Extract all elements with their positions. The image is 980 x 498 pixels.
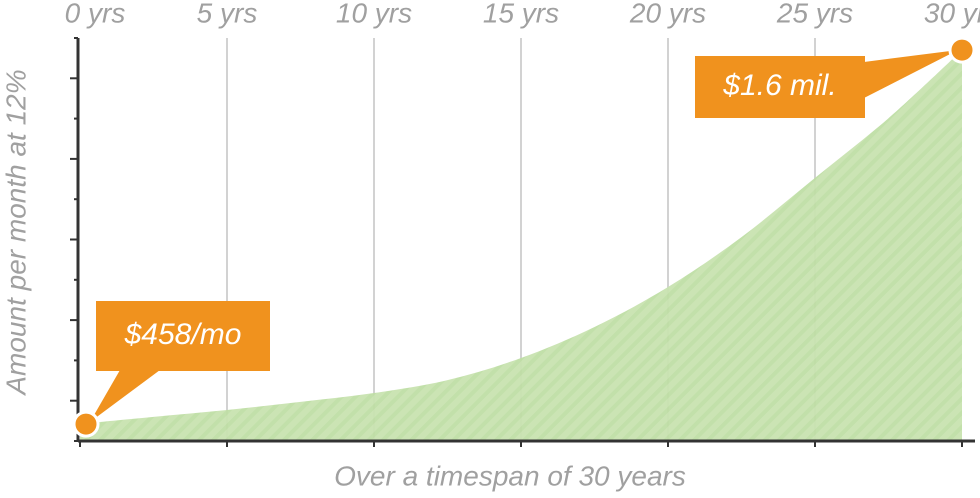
annotation-pointer: [90, 370, 160, 422]
annotation-pointer: [864, 50, 958, 98]
annotation-box: [96, 301, 270, 371]
y-axis-title: Amount per month at 12%: [0, 69, 31, 396]
annotation-label: $458/mo: [124, 318, 242, 351]
x-tick-label: 30 yrs: [924, 0, 980, 28]
point-marker: [948, 36, 976, 64]
annotation: $1.6 mil.: [695, 50, 958, 118]
point-marker: [72, 410, 100, 438]
annotation-label: $1.6 mil.: [722, 69, 836, 102]
annotation-box: [695, 56, 865, 118]
annotation: $458/mo: [90, 301, 270, 422]
x-tick-label: 0 yrs: [65, 0, 126, 28]
x-tick-label: 25 yrs: [776, 0, 853, 28]
area: [80, 50, 962, 442]
x-tick-label: 20 yrs: [629, 0, 706, 28]
x-axis-title: Over a timespan of 30 years: [334, 460, 686, 491]
x-tick-label: 10 yrs: [336, 0, 412, 28]
x-tick-label: 5 yrs: [197, 0, 258, 28]
x-tick-label: 15 yrs: [483, 0, 559, 28]
